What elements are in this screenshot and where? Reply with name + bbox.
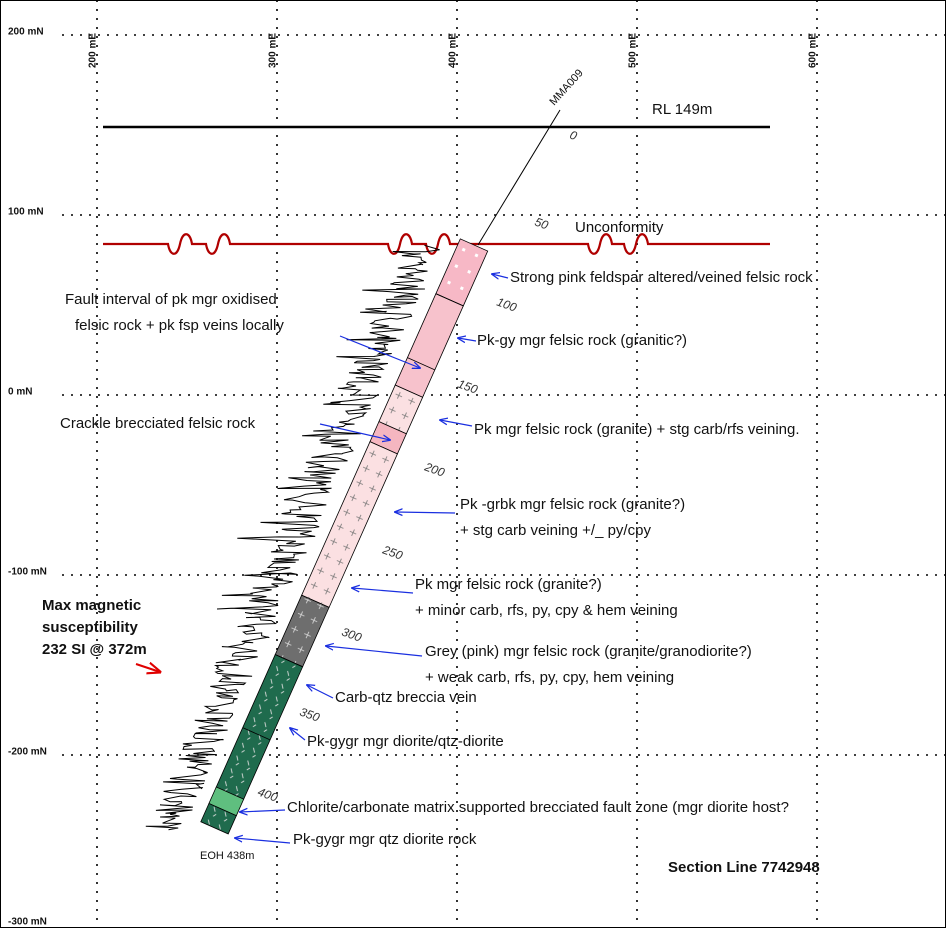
easting-label: 400 mE xyxy=(448,33,459,68)
section-line: Section Line 7742948 xyxy=(668,859,820,876)
unconformity-line xyxy=(103,234,770,254)
annotation-arrow xyxy=(240,810,285,812)
annotation-text: + stg carb veining +/_ py/cpy xyxy=(460,522,651,539)
max-mag: 232 SI @ 372m xyxy=(42,641,147,658)
interval xyxy=(436,239,488,306)
max-mag-arrow xyxy=(136,664,160,672)
annotation-text: + weak carb, rfs, py, cpy, hem veining xyxy=(425,669,674,686)
depth-label: 50 xyxy=(533,215,551,233)
depth-label: 350 xyxy=(298,705,322,725)
depth-label: 200 xyxy=(422,459,447,479)
annotation-arrow xyxy=(326,646,422,656)
annotation-arrow xyxy=(440,420,472,426)
annotation-text: Carb-qtz breccia vein xyxy=(335,689,477,706)
section-diagram: 200 mN 100 mN 0 mN -100 mN -200 mN -300 mN 200… xyxy=(0,0,946,928)
annotation-text: Pk-gy mgr felsic rock (granitic?) xyxy=(477,332,687,349)
northing-label: 200 mN xyxy=(8,27,44,38)
easting-label: 500 mE xyxy=(628,33,639,68)
annotation-arrow xyxy=(458,338,476,341)
northing-label: -200 mN xyxy=(8,747,47,758)
easting-label: 200 mE xyxy=(88,33,99,68)
rl-label: RL 149m xyxy=(652,101,712,118)
hole-name: MMA009 xyxy=(547,67,585,108)
annotation-arrow xyxy=(492,274,508,278)
annotation-text: Grey (pink) mgr felsic rock (granite/gra… xyxy=(425,643,752,660)
annotation-arrow xyxy=(307,685,333,698)
annotation-arrow xyxy=(395,512,455,513)
annotation-arrow xyxy=(290,728,305,740)
annotation-text: Chlorite/carbonate matrix supported brec… xyxy=(287,799,789,816)
annotation-text: Fault interval of pk mgr oxidised xyxy=(65,291,277,308)
eoh-label: EOH 438m xyxy=(200,850,254,862)
depth-label: 0 xyxy=(568,128,579,144)
depth-label: 300 xyxy=(340,625,364,645)
interval xyxy=(275,595,329,667)
annotation-text: Pk mgr felsic rock (granite) + stg carb/… xyxy=(474,421,800,438)
annotation-text: Pk mgr felsic rock (granite?) xyxy=(415,576,602,593)
annotation-text: Crackle brecciated felsic rock xyxy=(60,415,256,432)
depth-label: 250 xyxy=(380,542,405,562)
interval xyxy=(395,294,463,398)
easting-label: 600 mE xyxy=(808,33,819,68)
depth-label: 100 xyxy=(495,295,519,315)
annotation-arrow xyxy=(235,838,290,843)
northing-label: -100 mN xyxy=(8,567,47,578)
max-mag: Max magnetic xyxy=(42,597,141,614)
easting-label: 300 mE xyxy=(268,33,279,68)
unconformity-label: Unconformity xyxy=(575,219,664,236)
northing-label: 0 mN xyxy=(8,387,32,398)
northing-label: -300 mN xyxy=(8,917,47,928)
depth-label: 150 xyxy=(456,377,480,397)
annotation-text: + minor carb, rfs, py, cpy & hem veining xyxy=(415,602,678,619)
annotation-text: Strong pink feldspar altered/veined fels… xyxy=(510,269,813,286)
frame xyxy=(1,1,946,928)
annotation-text: Pk-gygr mgr diorite/qtz-diorite xyxy=(307,733,504,750)
annotation-text: Pk -grbk mgr felsic rock (granite?) xyxy=(460,496,685,513)
northing-label: 100 mN xyxy=(8,207,44,218)
max-mag: susceptibility xyxy=(42,619,139,636)
annotation-text: Pk-gygr mgr qtz diorite rock xyxy=(293,831,477,848)
annotation-text: felsic rock + pk fsp veins locally xyxy=(75,317,284,334)
grid: 200 mN 100 mN 0 mN -100 mN -200 mN -300 mN 200… xyxy=(8,0,946,928)
annotation-arrow xyxy=(352,588,413,593)
